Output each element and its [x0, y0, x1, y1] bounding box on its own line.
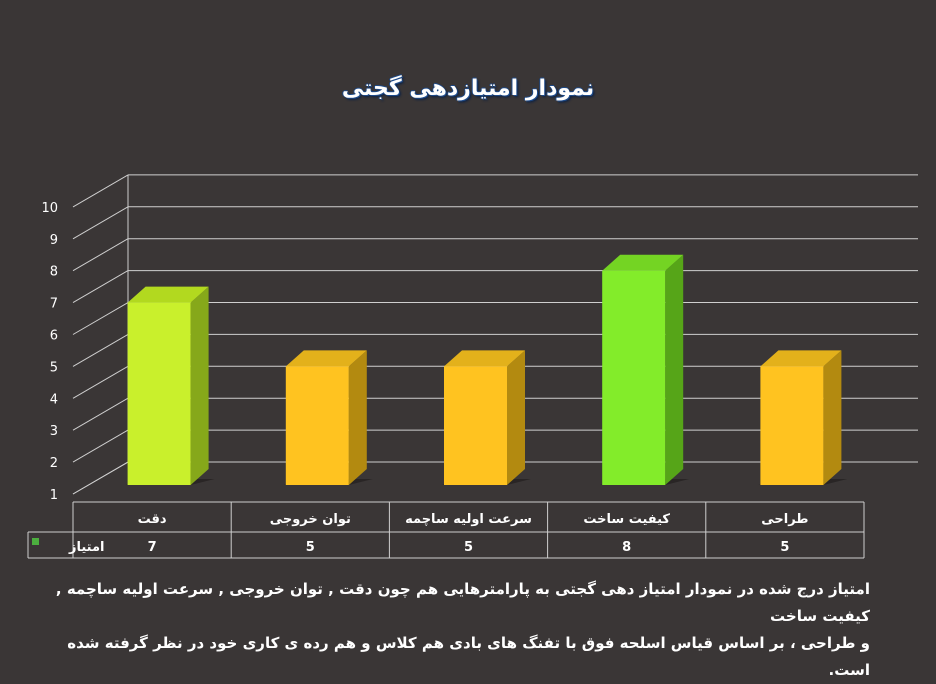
bar-top — [760, 350, 842, 367]
bar-top — [602, 254, 684, 271]
bar-side — [190, 286, 209, 485]
y-tick-label: 7 — [50, 297, 58, 312]
bar-side — [507, 350, 525, 485]
bar-side — [348, 350, 367, 485]
bar — [602, 270, 666, 485]
bar-top — [285, 350, 367, 367]
gridline-side — [72, 238, 129, 272]
y-tick-label: 3 — [50, 424, 58, 439]
gridline-side — [72, 206, 129, 240]
legend-swatch — [32, 538, 39, 545]
caption-line-1: امتیاز درج شده در نمودار امتیاز دهی گجتی… — [55, 580, 870, 625]
y-tick-label: 9 — [50, 233, 58, 248]
value-label: 5 — [464, 540, 473, 555]
gridline-side — [72, 461, 129, 495]
y-tick-label: 1 — [50, 488, 58, 503]
bar — [127, 302, 191, 485]
category-label: توان خروجی — [270, 512, 351, 527]
chart-caption: امتیاز درج شده در نمودار امتیاز دهی گجتی… — [40, 576, 870, 684]
bar — [285, 366, 349, 485]
category-label: دقت — [138, 512, 167, 527]
gridline-side — [72, 365, 129, 399]
gridline-side — [72, 270, 129, 304]
value-label: 5 — [780, 540, 789, 555]
y-tick-label: 2 — [50, 456, 58, 471]
y-tick-label: 8 — [50, 265, 58, 280]
y-tick-label: 4 — [50, 392, 58, 407]
bar-chart: 1 2 3 4 5 6 7 8 9 10 دقت 7 توان خروجی 5 سرعت اولیه ساچ… — [27, 174, 918, 559]
chart-title: نمودار امتیازدهی گجتی — [341, 76, 595, 101]
value-label: 7 — [148, 540, 157, 555]
y-tick-label: 6 — [50, 329, 58, 344]
bar-side — [823, 350, 842, 485]
bar-top — [127, 286, 209, 303]
bar — [760, 366, 824, 485]
bar-top — [444, 350, 525, 367]
category-label: سرعت اولیه ساچمه — [405, 512, 532, 527]
legend-series-name: امتیاز — [68, 540, 104, 555]
gridline-side — [72, 429, 129, 463]
gridline-side — [72, 397, 129, 431]
y-tick-label: 5 — [50, 360, 58, 375]
y-tick-label: 10 — [41, 201, 58, 216]
category-label: طراحی — [761, 512, 808, 527]
bar-side — [665, 254, 684, 485]
gridline-side — [72, 174, 129, 208]
category-label: کیفیت ساخت — [583, 512, 670, 527]
value-label: 5 — [306, 540, 315, 555]
gridline-side — [72, 302, 129, 335]
bar — [444, 366, 507, 485]
value-label: 8 — [622, 540, 631, 555]
gridline-side — [72, 333, 129, 367]
caption-line-2: و طراحی ، بر اساس قیاس اسلحه فوق با تفنگ… — [67, 634, 870, 679]
